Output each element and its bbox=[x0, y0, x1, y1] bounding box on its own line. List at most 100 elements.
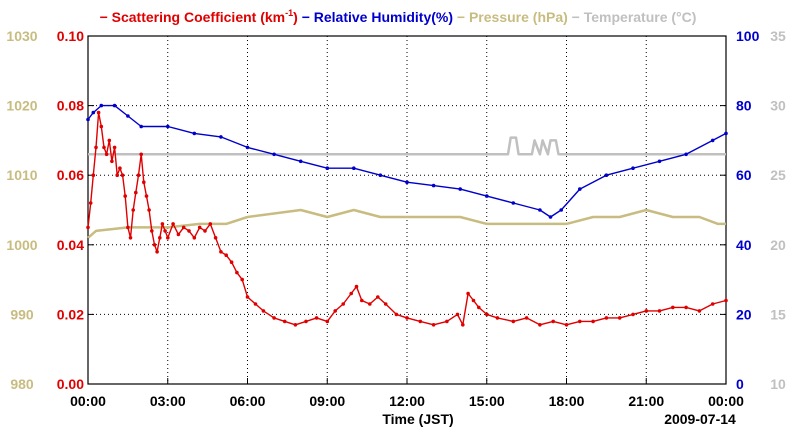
data-point-scattering bbox=[99, 124, 104, 129]
x-tick-label: 03:00 bbox=[150, 393, 186, 409]
data-point-scattering bbox=[631, 312, 635, 317]
data-point-scattering bbox=[91, 173, 96, 177]
temperature-axis: 10 15 20 25 30 35 bbox=[770, 28, 786, 392]
pressure-tick-label: 1010 bbox=[6, 167, 37, 183]
scattering-tick-label: 0.00 bbox=[57, 376, 84, 392]
scattering-tick-label: 0.10 bbox=[57, 28, 84, 44]
data-point-humidity bbox=[352, 166, 356, 170]
data-point-scattering bbox=[94, 145, 98, 150]
x-tick-label: 00:00 bbox=[70, 393, 106, 409]
scattering-tick-label: 0.08 bbox=[57, 98, 84, 114]
data-point-scattering bbox=[150, 229, 154, 233]
temperature-tick-label: 15 bbox=[770, 306, 786, 322]
data-point-scattering bbox=[333, 309, 338, 313]
scattering-axis: 0.00 0.02 0.04 0.06 0.08 0.10 bbox=[57, 28, 84, 392]
temperature-tick-label: 25 bbox=[770, 167, 786, 183]
scattering-tick-label: 0.06 bbox=[57, 167, 84, 183]
data-point-scattering bbox=[88, 201, 93, 205]
data-point-humidity bbox=[485, 194, 489, 198]
data-point-humidity bbox=[657, 159, 662, 164]
humidity-axis: 0 20 40 60 80 100 bbox=[736, 28, 760, 392]
data-point-scattering bbox=[293, 323, 298, 327]
humidity-tick-label: 20 bbox=[736, 306, 752, 322]
x-axis-label: Time (JST) bbox=[382, 411, 453, 427]
x-tick-label: 09:00 bbox=[309, 393, 345, 409]
data-point-scattering bbox=[466, 291, 470, 296]
data-point-scattering bbox=[107, 138, 112, 143]
data-point-scattering bbox=[155, 250, 159, 254]
x-tick-label: 18:00 bbox=[549, 393, 585, 409]
date-label: 2009-07-14 bbox=[664, 411, 736, 427]
data-point-scattering bbox=[495, 316, 500, 320]
data-point-scattering bbox=[219, 250, 223, 254]
data-point-scattering bbox=[142, 180, 146, 184]
data-point-scattering bbox=[368, 302, 372, 306]
time-axis: 00:00 03:00 06:00 09:00 12:00 15:00 18:00 21:00… bbox=[70, 35, 744, 409]
humidity-tick-label: 0 bbox=[736, 376, 744, 392]
data-point-scattering bbox=[604, 316, 609, 320]
data-point-humidity bbox=[458, 187, 463, 191]
data-point-scattering bbox=[128, 236, 133, 240]
data-point-humidity bbox=[272, 152, 276, 157]
data-point-scattering bbox=[203, 229, 207, 233]
data-point-scattering bbox=[245, 295, 250, 299]
data-point-humidity bbox=[631, 166, 635, 170]
data-point-humidity bbox=[245, 145, 250, 150]
data-point-scattering bbox=[123, 194, 127, 198]
data-point-humidity bbox=[684, 152, 688, 157]
data-point-scattering bbox=[261, 309, 266, 313]
temperature-tick-label: 20 bbox=[770, 237, 786, 253]
data-point-scattering bbox=[578, 319, 582, 324]
data-point-scattering bbox=[383, 302, 388, 306]
humidity-tick-label: 100 bbox=[736, 28, 760, 44]
data-point-humidity bbox=[710, 138, 715, 143]
data-point-scattering bbox=[644, 309, 649, 313]
data-point-scattering bbox=[657, 309, 662, 313]
data-point-scattering bbox=[166, 236, 170, 240]
data-point-scattering bbox=[181, 225, 186, 230]
data-point-scattering bbox=[163, 229, 167, 233]
scattering-tick-label: 0.04 bbox=[57, 237, 84, 253]
data-point-scattering bbox=[710, 302, 715, 306]
data-point-humidity bbox=[548, 215, 553, 219]
data-point-scattering bbox=[86, 225, 90, 230]
data-point-scattering bbox=[235, 270, 239, 275]
scattering-tick-label: 0.02 bbox=[57, 306, 84, 322]
data-point-humidity bbox=[91, 110, 96, 115]
data-point-scattering bbox=[144, 194, 149, 198]
data-point-humidity bbox=[325, 166, 330, 170]
data-point-scattering bbox=[376, 295, 380, 299]
data-point-scattering bbox=[360, 298, 364, 303]
humidity-tick-label: 40 bbox=[736, 237, 752, 253]
data-point-humidity bbox=[578, 187, 582, 191]
data-point-humidity bbox=[112, 103, 117, 108]
data-point-scattering bbox=[591, 319, 595, 324]
humidity-tick-label: 60 bbox=[736, 167, 752, 183]
data-point-scattering bbox=[96, 110, 101, 115]
data-point-humidity bbox=[86, 117, 90, 122]
data-point-scattering bbox=[394, 312, 399, 317]
data-point-humidity bbox=[431, 183, 436, 188]
pressure-tick-label: 980 bbox=[10, 376, 34, 392]
data-point-scattering bbox=[551, 319, 555, 324]
data-point-humidity bbox=[126, 114, 130, 118]
data-point-scattering bbox=[139, 152, 143, 157]
data-point-scattering bbox=[136, 173, 141, 177]
temperature-tick-label: 30 bbox=[770, 98, 786, 114]
data-point-scattering bbox=[354, 284, 359, 289]
data-point-humidity bbox=[298, 159, 303, 164]
data-point-scattering bbox=[477, 305, 481, 310]
temperature-tick-label: 10 bbox=[770, 376, 786, 392]
data-point-scattering bbox=[120, 173, 125, 177]
data-point-scattering bbox=[272, 316, 276, 320]
data-point-scattering bbox=[213, 236, 218, 240]
data-point-scattering bbox=[341, 302, 346, 306]
data-point-scattering bbox=[617, 316, 622, 320]
data-point-scattering bbox=[134, 190, 138, 195]
data-point-scattering bbox=[240, 277, 244, 282]
data-point-humidity bbox=[166, 124, 170, 129]
data-point-scattering bbox=[485, 312, 489, 317]
data-point-humidity bbox=[724, 131, 728, 136]
data-point-scattering bbox=[564, 323, 569, 327]
